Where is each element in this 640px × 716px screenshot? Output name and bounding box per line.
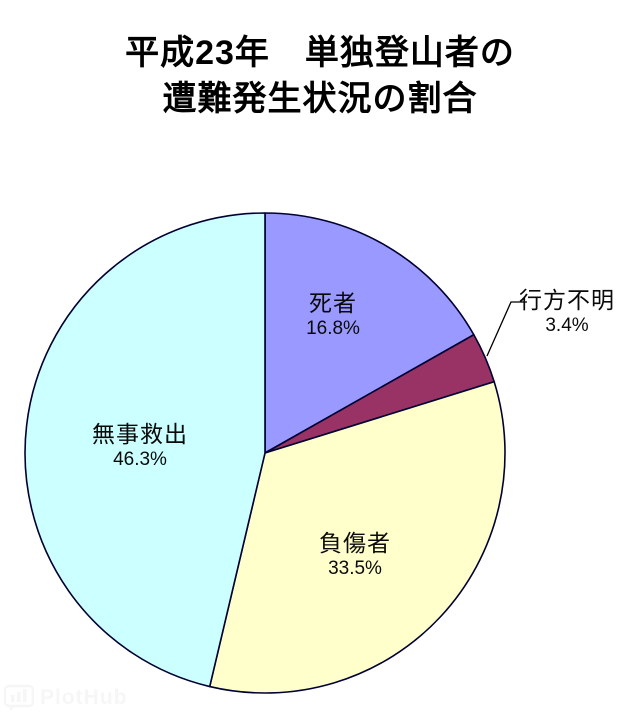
chart-title: 平成23年 単独登山者の 遭難発生状況の割合	[0, 30, 640, 122]
slice-name: 負傷者	[319, 530, 391, 556]
slice-percent: 46.3%	[113, 449, 167, 470]
chart-title-line-1: 平成23年 単独登山者の	[125, 34, 515, 72]
pie-slice-0	[264, 212, 475, 454]
slice-name: 行方不明	[519, 287, 615, 313]
watermark-logo-icon	[4, 684, 34, 711]
pie-slice-3	[24, 212, 266, 688]
slice-label-missing: 行方不明 3.4%	[517, 286, 617, 338]
leader-line-missing	[486, 301, 527, 357]
slice-percent: 3.4%	[545, 315, 589, 336]
slice-name: 無事救出	[92, 421, 188, 447]
slice-percent: 16.8%	[306, 318, 360, 339]
slice-percent: 33.5%	[328, 558, 382, 579]
slice-label-rescued: 無事救出 46.3%	[85, 420, 195, 472]
pie-slice-2	[208, 380, 506, 694]
slice-label-injured: 負傷者 33.5%	[303, 529, 407, 581]
slice-label-deaths: 死者 16.8%	[283, 289, 383, 341]
watermark: PlotHub	[4, 684, 127, 712]
pie-slices	[24, 212, 506, 694]
slice-name: 死者	[309, 290, 357, 316]
watermark-text: PlotHub	[40, 686, 128, 709]
chart-title-line-2: 遭難発生状況の割合	[162, 80, 478, 118]
